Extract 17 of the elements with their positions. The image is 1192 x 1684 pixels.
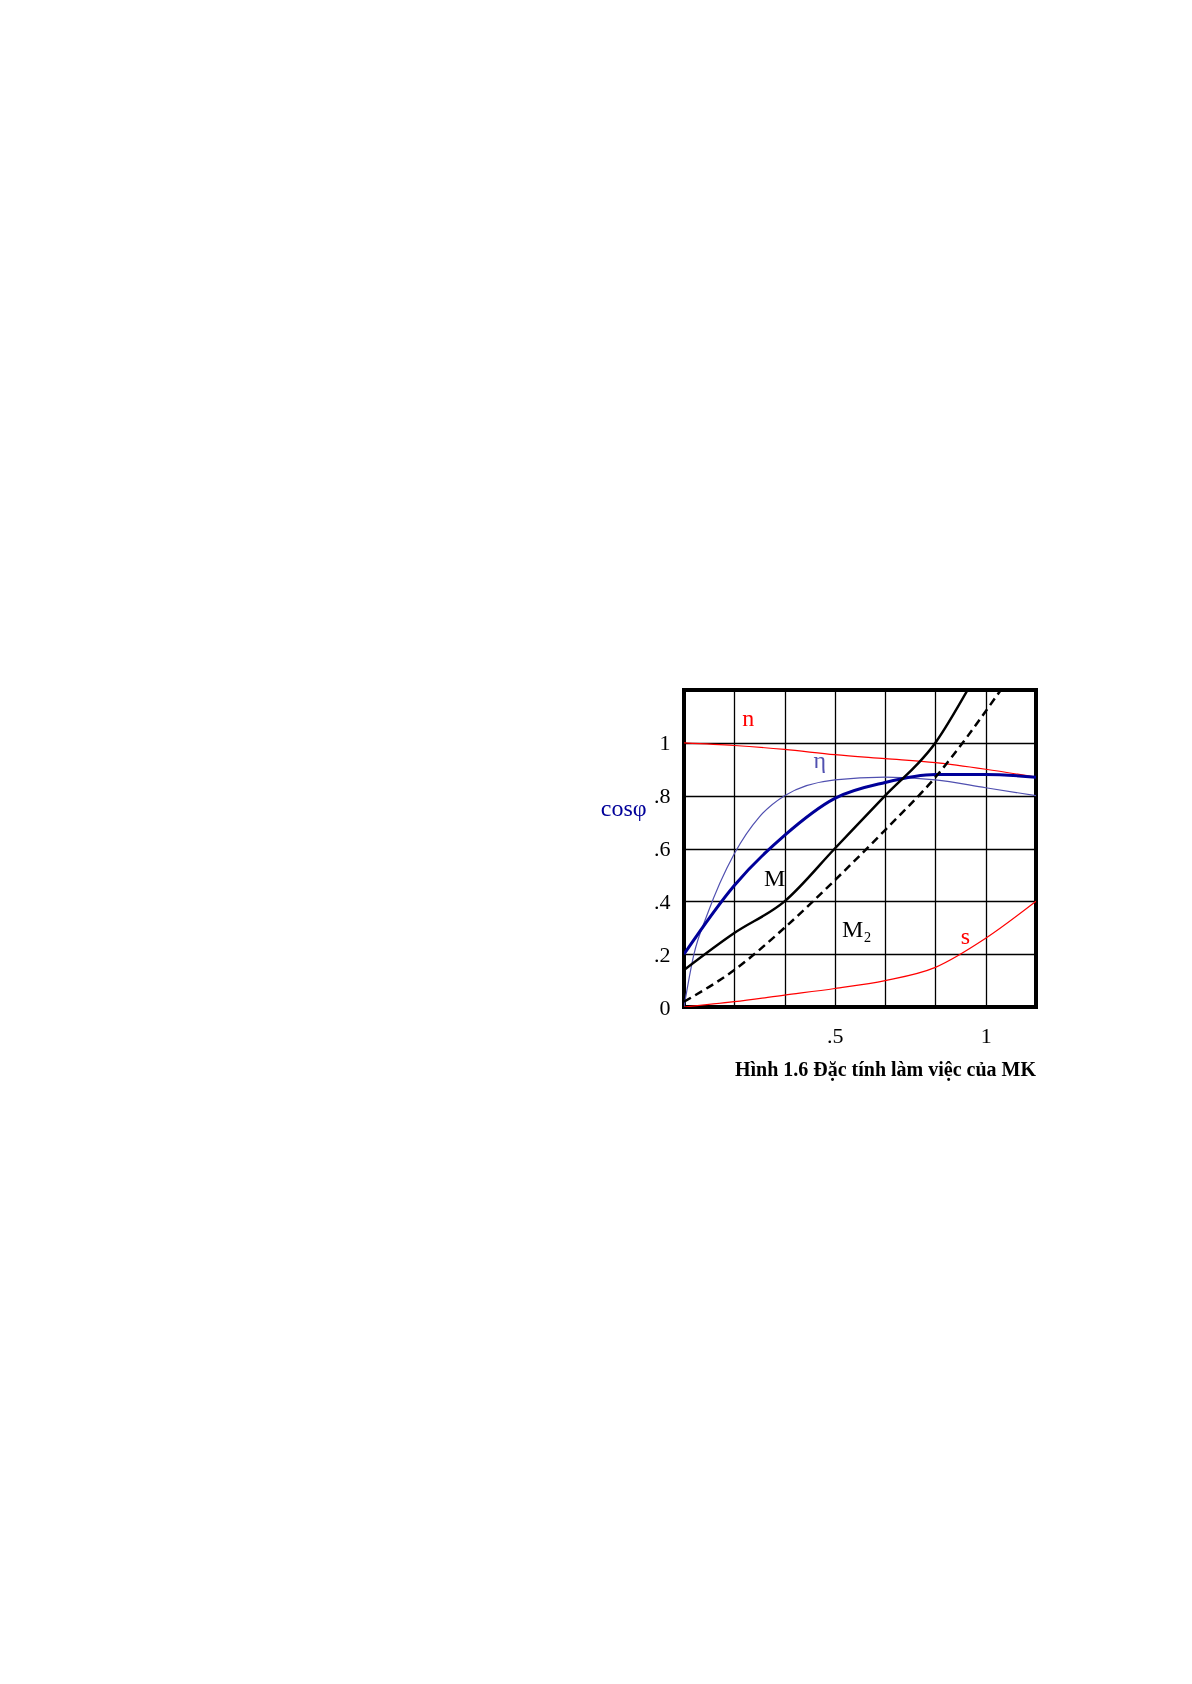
text: cosφ: [600, 794, 647, 821]
line-series: [684, 776, 1036, 1007]
y-tick-label: .8: [654, 783, 671, 809]
line-series: [684, 900, 1036, 1007]
series-label: n: [742, 705, 755, 732]
series-label: s: [960, 923, 971, 950]
line-series: [684, 773, 1036, 956]
y-tick-label: .6: [654, 836, 671, 861]
y-tick-label: .2: [654, 941, 671, 967]
y-tick-label: 0: [659, 994, 671, 1020]
y-tick-label: 1: [659, 730, 671, 756]
text: Hình 1.6 Đặc tính làm việc của MK: [734, 1058, 1037, 1081]
x-tick-label: .5: [827, 1022, 844, 1048]
y-tick-label: .4: [654, 888, 671, 914]
series-label: η: [813, 747, 827, 774]
series-label: M₂: [841, 916, 872, 943]
series-label: M: [763, 865, 786, 892]
